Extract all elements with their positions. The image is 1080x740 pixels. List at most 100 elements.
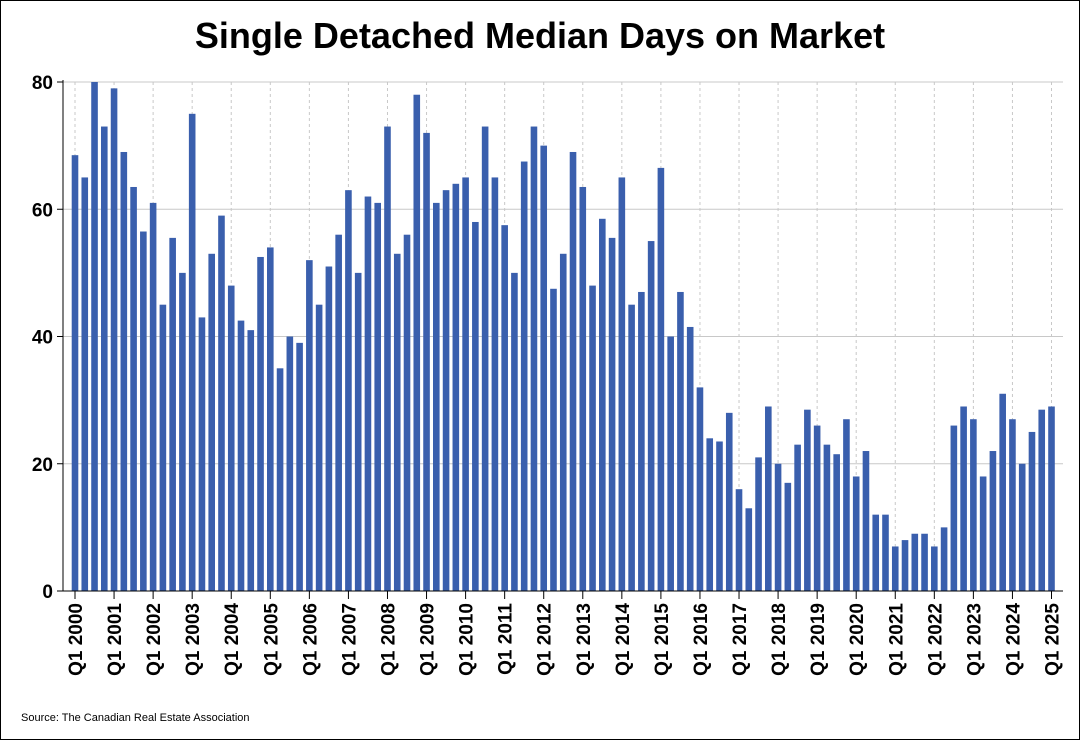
bar: [530, 126, 538, 591]
bar: [813, 425, 821, 591]
y-tick-label: 20: [32, 455, 53, 476]
bar: [1009, 419, 1016, 591]
bar: [286, 336, 294, 591]
bar: [677, 291, 684, 591]
x-tick-label: Q1 2006: [300, 603, 321, 676]
bar: [667, 336, 674, 591]
bar: [745, 508, 753, 591]
x-tick-label: Q1 2017: [730, 603, 751, 676]
bar: [559, 253, 567, 591]
bar: [140, 231, 147, 592]
bar: [989, 451, 997, 591]
bar: [149, 202, 157, 591]
bar: [901, 540, 909, 591]
bar: [940, 527, 948, 591]
x-tick-label: Q1 2024: [1003, 603, 1024, 676]
bar: [423, 132, 430, 591]
bar: [481, 126, 489, 591]
bar: [227, 285, 235, 591]
bar: [71, 155, 79, 591]
x-tick-label: Q1 2005: [261, 603, 282, 676]
bar: [472, 221, 479, 591]
bar: [618, 177, 626, 591]
bar: [120, 151, 128, 592]
bar: [501, 225, 508, 591]
bar: [891, 546, 899, 591]
x-tick-label: Q1 2019: [808, 603, 829, 676]
bar: [179, 272, 186, 591]
x-tick-label: Q1 2009: [418, 603, 439, 676]
bar: [100, 126, 108, 591]
bar: [413, 94, 421, 591]
bar: [579, 186, 587, 591]
bar: [491, 177, 499, 591]
bar: [335, 234, 342, 591]
bar: [823, 444, 831, 591]
bar: [735, 489, 743, 591]
bar: [638, 291, 645, 591]
bar: [647, 241, 655, 591]
bar: [81, 177, 89, 591]
bar: [364, 196, 372, 591]
bar: [1028, 431, 1036, 591]
x-tick-label: Q1 2008: [378, 603, 399, 676]
y-tick-label: 60: [32, 200, 53, 221]
bar: [520, 161, 528, 591]
bar: [188, 113, 196, 591]
bar: [628, 304, 635, 591]
y-tick-label: 40: [32, 328, 53, 349]
x-tick-label: Q1 2025: [1043, 603, 1064, 676]
bar: [979, 476, 987, 591]
bar: [716, 441, 723, 591]
bar: [247, 330, 255, 591]
bar: [882, 514, 889, 591]
bar: [950, 425, 958, 591]
bar: [198, 317, 206, 591]
bar: [452, 183, 460, 592]
bar: [1038, 409, 1046, 591]
bar: [843, 419, 850, 591]
x-tick-label: Q1 2011: [496, 603, 517, 675]
x-tick-label: Q1 2021: [886, 603, 907, 676]
bar: [1048, 406, 1055, 591]
bar: [569, 151, 577, 592]
x-tick-label: Q1 2003: [183, 603, 204, 676]
bar: [91, 82, 98, 591]
bar: [462, 177, 469, 591]
bar: [833, 454, 840, 591]
x-tick-label: Q1 2002: [144, 603, 165, 676]
bar: [657, 167, 665, 592]
bar: [315, 304, 323, 591]
bar: [208, 253, 216, 591]
x-tick-label: Q1 2010: [457, 603, 478, 676]
x-tick-label: Q1 2012: [535, 603, 556, 676]
bar: [725, 412, 733, 591]
bar: [755, 457, 762, 591]
bar: [393, 253, 401, 591]
bar: [921, 533, 928, 591]
bar: [589, 285, 596, 591]
bar: [862, 451, 870, 591]
bar: [306, 260, 313, 591]
bar: [696, 387, 704, 591]
source-note: Source: The Canadian Real Estate Associa…: [21, 712, 250, 724]
bar: [442, 190, 450, 591]
bar: [852, 476, 860, 591]
x-tick-label: Q1 2001: [105, 603, 126, 676]
bar: [511, 272, 518, 591]
bar: [110, 88, 118, 592]
bar: [374, 202, 382, 591]
x-tick-label: Q1 2013: [574, 603, 595, 676]
bar: [433, 202, 440, 591]
bar: [218, 215, 225, 592]
bar: [970, 419, 977, 591]
bar: [550, 288, 557, 591]
x-tick-label: Q1 2004: [222, 603, 243, 676]
bar: [296, 342, 303, 591]
bar: [686, 326, 694, 591]
x-tick-label: Q1 2023: [964, 603, 985, 676]
bar: [931, 546, 938, 591]
x-tick-label: Q1 2014: [613, 603, 634, 676]
